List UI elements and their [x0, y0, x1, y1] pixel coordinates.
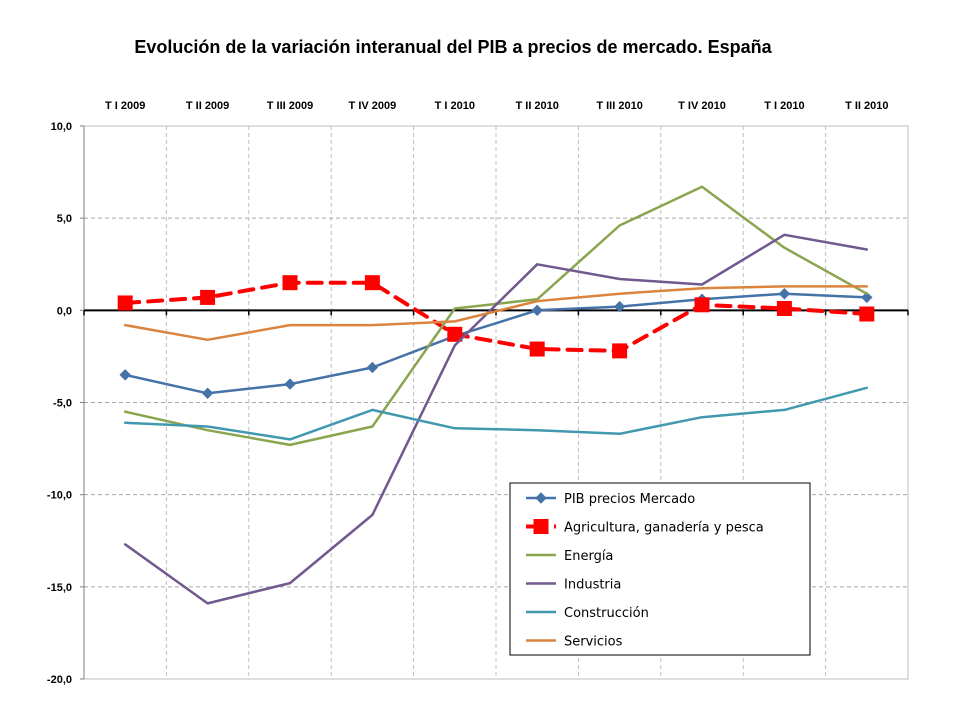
x-tick-label: T IV 2010 [678, 100, 726, 112]
legend-box [509, 482, 811, 656]
y-tick-label: -15,0 [47, 582, 72, 594]
series-line [123, 292, 869, 395]
x-tick-label: T I 2009 [105, 100, 145, 112]
data-point-marker [282, 275, 298, 291]
legend-item: Energía [526, 549, 613, 564]
y-tick-label: 0,0 [57, 305, 72, 317]
data-point-marker [531, 304, 543, 317]
series-group [123, 233, 869, 605]
y-tick-label: -20,0 [47, 674, 72, 686]
legend-label: Energía [564, 549, 613, 564]
data-point-marker [200, 289, 216, 305]
legend-item: Servicios [526, 635, 623, 650]
legend-item: Agricultura, ganadería y pesca [526, 519, 764, 536]
data-point-marker [366, 361, 379, 374]
legend-label: Industria [564, 578, 621, 593]
data-point-marker [535, 492, 547, 504]
chart-title: Evolución de la variación interanual del… [134, 37, 772, 57]
data-point-marker [694, 297, 710, 313]
series-lines [117, 185, 875, 605]
data-point-marker [778, 288, 791, 300]
x-tick-label: T IV 2009 [349, 100, 397, 112]
y-tick-label: -10,0 [47, 490, 72, 502]
data-point-marker [119, 369, 131, 381]
tick-labels: 10,0 5,0 0,0 -5,0 -10,0 -15,0 -20,0 T I 2009 T I… [47, 100, 889, 686]
series-line [123, 386, 869, 441]
legend-item: Construcción [526, 606, 649, 621]
x-tick-label: T I 2010 [435, 100, 475, 112]
x-tick-label: T III 2009 [267, 100, 313, 112]
x-tick-label: T II 2009 [186, 100, 229, 112]
data-point-marker [533, 519, 549, 534]
data-point-marker [284, 378, 296, 390]
series-line [123, 280, 869, 353]
data-point-marker [529, 341, 545, 357]
x-tick-label: T II 2010 [845, 100, 888, 112]
data-point-marker [613, 300, 626, 313]
y-tick-label: 5,0 [57, 213, 72, 225]
data-point-marker [364, 275, 380, 291]
series-line [123, 285, 869, 342]
x-tick-label: T I 2010 [764, 100, 804, 112]
legend-item: PIB precios Mercado [526, 492, 695, 507]
legend-item: Industria [526, 578, 621, 593]
legend: PIB precios Mercado Agricultura, ganaderí… [509, 482, 811, 656]
data-point-marker [859, 306, 875, 322]
data-point-marker [201, 387, 214, 399]
series-group [117, 275, 875, 359]
legend-label: Agricultura, ganadería y pesca [564, 521, 764, 536]
data-point-marker [776, 300, 792, 316]
legend-label: Construcción [564, 606, 649, 621]
data-point-marker [447, 326, 463, 342]
data-point-marker [612, 343, 628, 359]
series-line [123, 233, 869, 605]
x-tick-label: T II 2010 [515, 100, 558, 112]
series-group [123, 386, 869, 441]
legend-label: Servicios [564, 635, 623, 650]
legend-label: PIB precios Mercado [564, 492, 695, 507]
series-group [123, 285, 869, 342]
y-tick-label: 10,0 [51, 121, 72, 133]
data-point-marker [117, 295, 133, 311]
y-tick-label: -5,0 [53, 398, 72, 410]
data-point-marker [861, 291, 873, 304]
x-tick-label: T III 2010 [596, 100, 642, 112]
